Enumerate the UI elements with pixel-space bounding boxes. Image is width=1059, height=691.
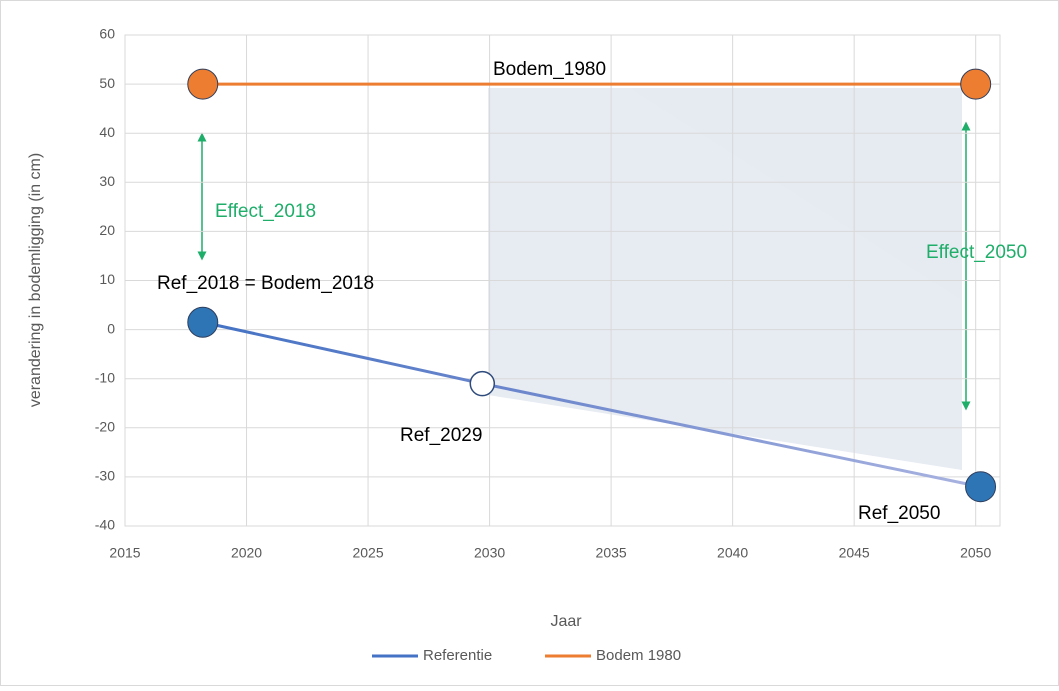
annotation: Ref_2050 bbox=[858, 503, 940, 524]
y-tick-label: -30 bbox=[95, 468, 115, 484]
x-axis-label: Jaar bbox=[550, 613, 582, 630]
data-point bbox=[469, 370, 496, 397]
y-tick-label: 0 bbox=[107, 320, 115, 336]
y-tick-label: 20 bbox=[99, 222, 115, 238]
annotation: Ref_2029 bbox=[400, 425, 482, 446]
x-tick-label: 2030 bbox=[474, 545, 505, 561]
annotation: Bodem_1980 bbox=[493, 59, 606, 80]
legend-label: Bodem 1980 bbox=[596, 647, 681, 664]
annotation: Ref_2018 = Bodem_2018 bbox=[157, 273, 374, 294]
data-point bbox=[187, 306, 219, 338]
x-tick-label: 2025 bbox=[352, 545, 383, 561]
y-tick-label: -20 bbox=[95, 419, 115, 435]
y-axis-label: verandering in bodemligging (in cm) bbox=[27, 153, 44, 407]
y-tick-label: 40 bbox=[99, 124, 115, 140]
y-tick-label: 50 bbox=[99, 75, 115, 91]
x-tick-label: 2040 bbox=[717, 545, 748, 561]
annotation: Effect_2018 bbox=[215, 201, 316, 222]
data-point bbox=[960, 68, 992, 100]
x-tick-label: 2035 bbox=[596, 545, 627, 561]
data-point bbox=[965, 471, 997, 503]
legend-label: Referentie bbox=[423, 647, 492, 664]
shaded-area bbox=[630, 88, 962, 300]
y-tick-label: -10 bbox=[95, 369, 115, 385]
y-tick-label: -40 bbox=[95, 517, 115, 533]
y-tick-label: 30 bbox=[99, 173, 115, 189]
x-tick-label: 2020 bbox=[231, 545, 262, 561]
x-tick-label: 2045 bbox=[839, 545, 870, 561]
y-tick-label: 10 bbox=[99, 271, 115, 287]
x-tick-label: 2050 bbox=[960, 545, 991, 561]
y-tick-label: 60 bbox=[99, 26, 115, 42]
data-point bbox=[187, 68, 219, 100]
x-tick-label: 2015 bbox=[109, 545, 140, 561]
annotation: Effect_2050 bbox=[926, 242, 1027, 263]
